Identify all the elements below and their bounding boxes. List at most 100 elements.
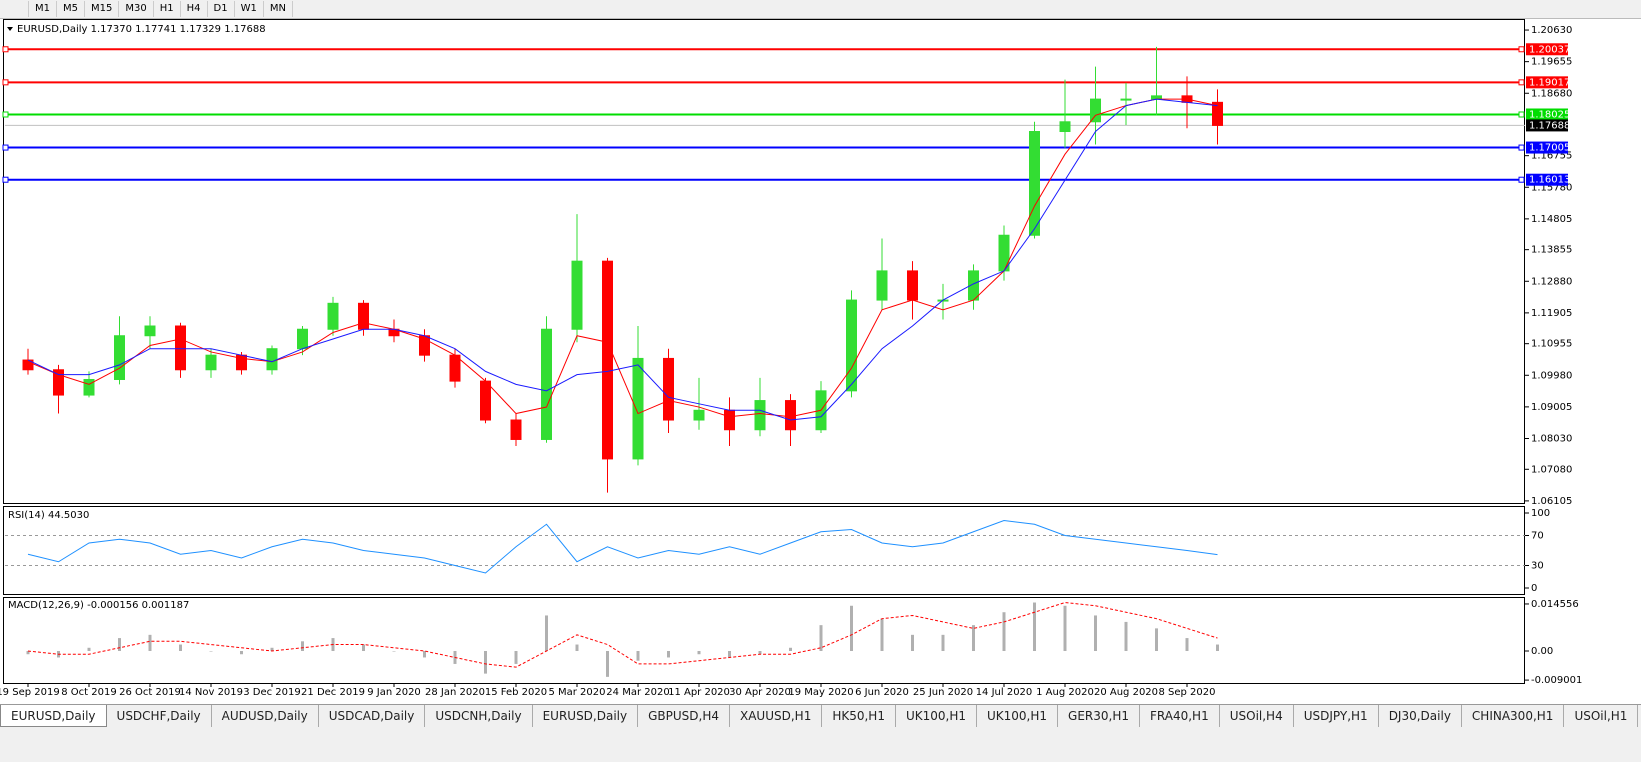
macd-bar [1063,605,1067,652]
y-tick-label: 1.18680 [1531,88,1572,99]
y-tick-label: 1.16755 [1531,151,1572,162]
x-tick-label: 1 Aug 2020 [1036,687,1094,698]
timeframe-button[interactable]: M5 [57,1,85,17]
x-tick-label: 20 Aug 2020 [1094,687,1158,698]
y-tick-label: 70 [1531,531,1544,542]
main-pane [3,19,1525,504]
x-tick-label: 21 Dec 2019 [301,687,365,698]
macd-bar [1002,612,1006,652]
macd-bar [1094,615,1097,652]
x-tick-label: 9 Jan 2020 [367,687,421,698]
candle-body [297,328,308,350]
candle-body [1029,131,1040,236]
x-tick-label: 24 Mar 2020 [606,687,669,698]
price-box [1526,141,1568,154]
macd-bar [545,615,548,652]
main-header: EURUSD,Daily 1.17370 1.17741 1.17329 1.1… [17,24,266,35]
x-tick-label: 25 Jun 2020 [913,687,973,698]
y-tick-label: 1.10955 [1531,339,1572,350]
price-box [1526,173,1568,186]
chart-tab[interactable]: EURUSD,Daily [0,705,107,727]
macd-bar [575,644,579,652]
chart-tab[interactable]: EURUSD,Daily [533,705,639,727]
macd-bar [240,651,243,655]
macd-bar [423,651,426,658]
x-tick-label: 19 May 2020 [788,687,853,698]
timeframe-button[interactable]: M15 [85,1,120,17]
timeframe-button[interactable]: M30 [119,1,154,17]
chart-tab[interactable]: XAUUSD,H1 [730,705,823,727]
level-handle [2,144,9,151]
menu-arrow[interactable] [7,27,13,31]
macd-bar [209,651,213,652]
chart-tab[interactable]: USDCAD,Daily [319,705,426,727]
price-box [1526,43,1568,56]
candle-body [693,409,705,421]
candle-body [327,302,339,330]
x-tick-label: 5 Mar 2020 [548,687,605,698]
x-tick-label: 30 Apr 2020 [729,687,791,698]
macd-bar [697,651,701,655]
timeframe-button[interactable]: M1 [29,1,57,17]
candle-body [144,325,156,337]
chart-tab[interactable]: USOil,H1 [1564,705,1639,727]
x-tick-label: 14 Nov 2019 [179,687,243,698]
candle-body [846,299,857,392]
price-box-label: 1.20037 [1529,44,1570,55]
chart-tab[interactable]: GER30,H1 [1058,705,1140,727]
chart-tab[interactable]: DJ30,Daily [1379,705,1462,727]
level-handle [2,111,9,118]
candle-body [754,400,766,431]
candle-body [571,260,583,330]
moving-average [27,98,1218,421]
level-handle [1518,79,1525,86]
macd-bar [484,651,487,674]
chart-tab[interactable]: AUDUSD,Daily [212,705,319,727]
chart-tab[interactable]: HK50,H1 [822,705,896,727]
x-tick-label: 11 Apr 2020 [668,687,730,698]
tabs: EURUSD,Daily USDCHF,Daily AUDUSD,Daily USDC… [0,704,1641,727]
candle-body [907,270,918,301]
level-handle [2,46,9,53]
macd-bar [850,605,853,652]
timeframe-button[interactable]: H4 [181,1,208,17]
timeframe-button[interactable]: W1 [235,1,264,17]
timeframe-button[interactable]: MN [264,1,293,17]
y-tick-label: 1.09005 [1531,402,1572,413]
signal-line [27,602,1218,668]
y-tick-label: 1.06105 [1531,496,1572,507]
candle-body [632,357,644,460]
macd-bar [362,644,365,652]
macd-bar [880,618,884,652]
macd-bar [301,641,304,652]
y-tick-label: 1.14805 [1531,214,1572,225]
x-tick-label: 8 Sep 2020 [1158,687,1215,698]
rsi-line [27,519,1218,574]
y-tick-label: 1.08030 [1531,433,1572,444]
chart-tab[interactable]: GBPUSD,H4 [638,705,730,727]
y-tick-label: 1.20630 [1531,25,1572,36]
macd-bar [514,651,518,664]
cursor-tool[interactable] [0,1,29,17]
chart-tab[interactable]: CHINA300,H1 [1462,705,1565,727]
chart-tab[interactable]: USDCNH,Daily [425,705,533,727]
chart-tab[interactable]: UK100,H1 [896,705,977,727]
chart-tab[interactable]: USDJPY,H1 [1294,705,1379,727]
macd-bar [148,634,152,652]
chart-tab[interactable]: FRA40,H1 [1140,705,1220,727]
price-box-label: 1.16013 [1529,175,1570,186]
macd-bar [819,625,823,652]
price-box-label: 1.19017 [1529,77,1570,88]
timeframe-button[interactable]: D1 [208,1,235,17]
x-tick-label: 8 Oct 2019 [61,687,116,698]
candle-body [83,378,95,396]
macd-bar [789,647,792,652]
candle-body [266,348,278,371]
chart-tab[interactable]: USDCHF,Daily [107,705,212,727]
price-box [1526,76,1568,89]
x-tick-label: 15 Feb 2020 [485,687,547,698]
macd-bar [606,651,609,677]
chart-tab[interactable]: USOil,H4 [1220,705,1294,727]
timeframe-button[interactable]: H1 [154,1,181,17]
chart-tab[interactable]: UK100,H1 [977,705,1059,727]
